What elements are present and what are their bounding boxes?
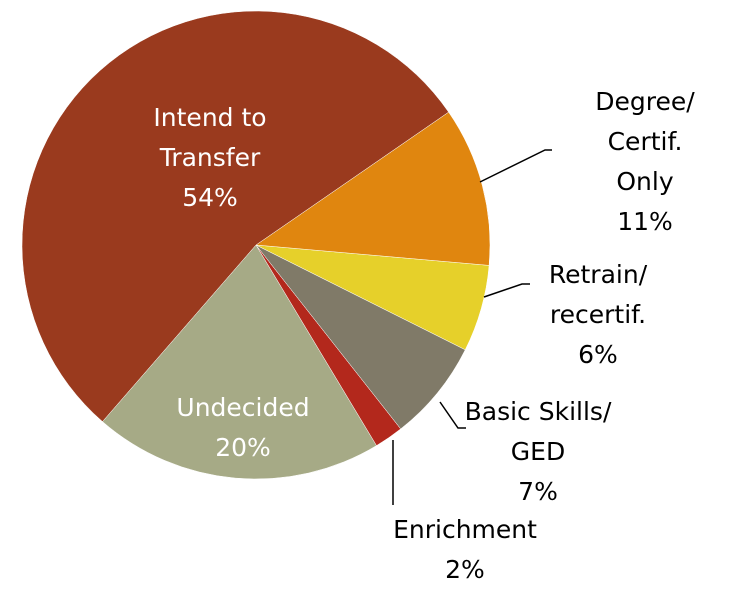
slice-name: Retrain/ recertif. (548, 260, 648, 329)
pie-slice (102, 244, 377, 480)
slice-name: Enrichment (393, 515, 537, 544)
leader-line (439, 401, 466, 429)
pie-slice (255, 244, 466, 430)
slice-label: Intend to Transfer 54% (153, 98, 266, 218)
slice-label: Undecided 20% (176, 388, 309, 468)
leader-line (483, 283, 530, 298)
slice-percent: 6% (578, 340, 618, 369)
pie-slice (21, 10, 449, 422)
slice-percent: 2% (445, 555, 485, 584)
pie-slice (255, 111, 491, 266)
slice-percent: 11% (617, 207, 673, 236)
slice-percent: 20% (215, 433, 271, 462)
slice-label: Degree/ Certif. Only 11% (595, 82, 694, 242)
slice-name: Basic Skills/ GED (464, 397, 612, 466)
slice-label: Basic Skills/ GED 7% (465, 392, 612, 512)
slice-percent: 7% (518, 477, 558, 506)
slice-percent: 54% (182, 183, 238, 212)
slice-label: Enrichment 2% (393, 510, 537, 590)
leader-line (479, 149, 552, 183)
slice-name: Undecided (176, 393, 310, 422)
slice-name: Intend to Transfer (153, 103, 267, 172)
slice-name: Degree/ Certif. Only (595, 87, 695, 196)
slice-label: Retrain/ recertif. 6% (549, 255, 647, 375)
